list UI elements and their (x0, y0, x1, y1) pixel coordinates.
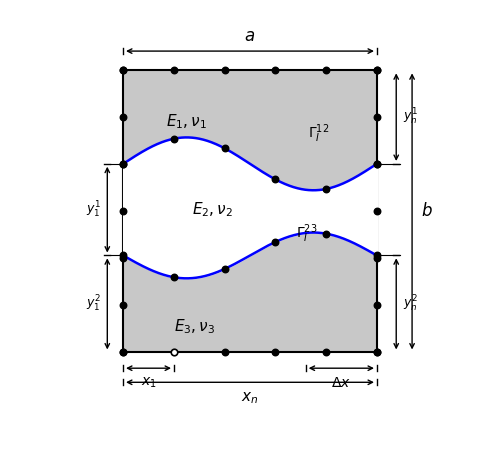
Point (373, 252, 381, 259)
Point (373, 161, 381, 168)
Text: $b$: $b$ (421, 202, 432, 221)
Point (322, 185, 330, 193)
Point (322, 67, 330, 74)
Point (373, 160, 381, 167)
Point (220, 67, 228, 74)
Text: $\Gamma_I^{12}$: $\Gamma_I^{12}$ (308, 123, 330, 145)
Point (322, 230, 330, 237)
Point (170, 67, 178, 74)
Point (119, 349, 127, 356)
Point (119, 67, 127, 74)
Point (119, 208, 127, 215)
Text: $E_3 , \nu_3$: $E_3 , \nu_3$ (174, 318, 214, 336)
Text: $E_2 , \nu_2$: $E_2 , \nu_2$ (192, 200, 232, 219)
Point (322, 349, 330, 356)
Polygon shape (123, 70, 377, 352)
Point (220, 265, 228, 272)
Point (373, 208, 381, 215)
Point (373, 302, 381, 309)
Point (272, 176, 280, 183)
Point (373, 114, 381, 121)
Point (119, 302, 127, 309)
Point (373, 349, 381, 356)
Point (119, 67, 127, 74)
Point (272, 349, 280, 356)
Point (220, 145, 228, 152)
Text: $y_n^2$: $y_n^2$ (402, 294, 417, 314)
Text: $E_1 , \nu_1$: $E_1 , \nu_1$ (166, 112, 207, 130)
Text: $x_1$: $x_1$ (140, 376, 156, 391)
Point (119, 114, 127, 121)
Text: $\Gamma_I^{23}$: $\Gamma_I^{23}$ (296, 222, 317, 245)
Point (272, 239, 280, 246)
Text: $\Delta x$: $\Delta x$ (332, 376, 351, 390)
Text: $y_1^1$: $y_1^1$ (86, 200, 101, 220)
Text: $y_n^1$: $y_n^1$ (402, 107, 417, 127)
Point (170, 349, 178, 356)
Point (119, 160, 127, 167)
Point (373, 67, 381, 74)
Point (119, 252, 127, 259)
Text: $a$: $a$ (244, 27, 256, 45)
Point (119, 255, 127, 262)
Point (170, 274, 178, 281)
Text: $y_1^2$: $y_1^2$ (86, 294, 101, 314)
Point (220, 349, 228, 356)
Point (373, 67, 381, 74)
Point (373, 349, 381, 356)
Point (119, 349, 127, 356)
Text: $x_n$: $x_n$ (242, 390, 258, 406)
Point (272, 67, 280, 74)
Point (373, 255, 381, 262)
Point (119, 161, 127, 168)
Point (170, 135, 178, 143)
